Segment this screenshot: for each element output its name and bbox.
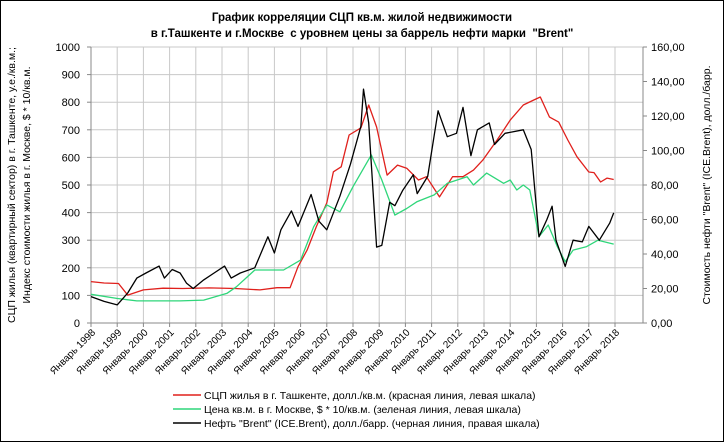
y-tick-label: 800 [62, 97, 80, 109]
y2-tick-label: 160,00 [651, 42, 685, 54]
brent-oil-line [90, 88, 615, 306]
y-tick-label: 500 [62, 180, 80, 192]
y2-tick-label: 100,00 [651, 146, 685, 158]
legend-label-tashkent-price-line: СЦП жилья в г. Ташкенте, долл./кв.м. (кр… [204, 390, 536, 402]
y-tick-label: 100 [62, 290, 80, 302]
y2-tick-label: 40,00 [651, 249, 679, 261]
legend: СЦП жилья в г. Ташкенте, долл./кв.м. (кр… [173, 390, 540, 430]
y2-tick-label: 80,00 [651, 180, 679, 192]
y-tick-label: 1000 [56, 42, 80, 54]
y2-tick-label: 20,00 [651, 284, 679, 296]
tashkent-price-line [90, 96, 614, 296]
y-tick-label: 700 [62, 125, 80, 137]
y2-tick-label: 60,00 [651, 215, 679, 227]
gridlines [91, 46, 643, 323]
y2-axis-title: Стоимость нефти "Brent" (ICE.Brent), дол… [701, 66, 713, 305]
y-axis-title-line-1: СЦП жилья (квартирный сектор) в г. Ташке… [6, 47, 18, 323]
y2-tick-label: 140,00 [651, 77, 685, 89]
y-tick-label: 0 [74, 318, 80, 330]
y2-tick-label: 120,00 [651, 111, 685, 123]
y2-tick-label: 0,00 [651, 318, 672, 330]
series-lines [90, 88, 615, 306]
y-tick-label: 300 [62, 235, 80, 247]
y-axis-title-line-2: Индекс стоимости жилья в г. Москве, $ * … [21, 67, 33, 304]
y-tick-label: 200 [62, 263, 80, 275]
chart-title-line-1: График корреляции СЦП кв.м. жилой недвиж… [212, 12, 512, 24]
chart-title-line-2: в г.Ташкенте и г.Москве с уровнем цены з… [151, 28, 574, 40]
legend-label-moscow-price-line: Цена кв.м. в г. Москве, $ * 10/кв.м. (зе… [204, 404, 521, 416]
y-tick-label: 900 [62, 70, 80, 82]
legend-label-brent-oil-line: Нефть "Brent" (ICE.Brent), долл./барр. (… [204, 418, 540, 430]
y-tick-label: 600 [62, 152, 80, 164]
moscow-price-line [90, 154, 614, 302]
y-tick-label: 400 [62, 208, 80, 220]
